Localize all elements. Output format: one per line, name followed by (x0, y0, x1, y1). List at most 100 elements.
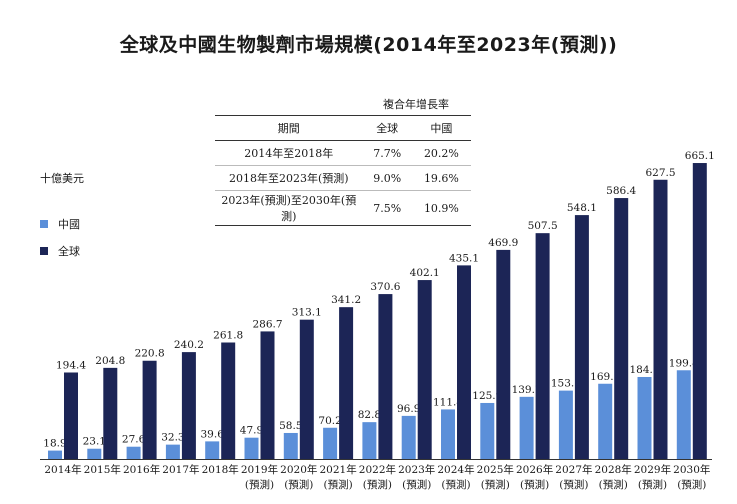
bar-china (205, 441, 220, 459)
value-label-global: 261.8 (213, 329, 243, 341)
cagr-table: 複合年增長率 期間 全球 中國 2014年至2018年 7.7% 20.2% 2… (215, 95, 471, 226)
legend-label-global: 全球 (58, 245, 80, 258)
value-label-china: 96.9 (397, 403, 420, 415)
x-tick-label: 2020年 (280, 463, 317, 476)
bar-global (142, 360, 157, 459)
value-label-china: 39.6 (201, 428, 225, 440)
bar-global (221, 342, 236, 459)
value-label-china: 32.3 (161, 432, 184, 444)
bar-global (299, 319, 314, 459)
value-label-china: 47.9 (240, 425, 263, 437)
x-tick-label: 2021年 (319, 463, 356, 476)
bar-global (417, 280, 432, 459)
bar-global (614, 198, 629, 459)
cagr-header-global: 全球 (362, 115, 412, 141)
legend-swatch-china (40, 220, 48, 228)
value-label-china: 27.6 (122, 434, 146, 446)
x-tick-label: 2015年 (84, 463, 121, 476)
bar-global (574, 215, 589, 459)
bar-global (378, 294, 393, 459)
bar-global (64, 372, 78, 459)
value-label-global: 240.2 (174, 339, 204, 351)
value-label-china: 125.9 (472, 390, 502, 402)
value-label-global: 313.1 (292, 307, 322, 319)
legend-swatch-global (40, 247, 48, 255)
value-label-china: 70.2 (318, 415, 341, 427)
x-tick-label: 2017年 (162, 463, 199, 476)
bar-global (339, 307, 354, 459)
x-tick-label: 2027年 (555, 463, 592, 476)
value-label-china: 82.8 (358, 409, 381, 421)
bar-china (165, 444, 180, 459)
x-tick-sublabel: (預測) (481, 478, 510, 491)
x-tick-sublabel: (預測) (599, 478, 628, 491)
value-label-china: 184.3 (629, 364, 659, 376)
cagr-china: 20.2% (411, 140, 471, 166)
bar-global (103, 367, 118, 459)
value-label-global: 665.1 (685, 150, 715, 162)
x-tick-label: 2016年 (123, 463, 160, 476)
cagr-global: 7.7% (362, 140, 412, 166)
value-label-global: 370.6 (370, 281, 400, 293)
bar-global (181, 352, 196, 459)
cagr-global: 7.5% (373, 201, 402, 215)
x-tick-sublabel: (預測) (677, 478, 706, 491)
value-label-global: 341.2 (331, 294, 361, 306)
x-tick-sublabel: (預測) (245, 478, 274, 491)
x-tick-sublabel: (預測) (284, 478, 313, 491)
cagr-header-row: 期間 全球 中國 (215, 115, 471, 141)
x-tick-label: 2018年 (202, 463, 239, 476)
bar-china (637, 376, 652, 459)
x-tick-label: 2025年 (477, 463, 514, 476)
legend-item-china: 中國 (40, 216, 80, 232)
x-tick-sublabel: (預測) (323, 478, 352, 491)
value-label-global: 586.4 (606, 185, 636, 197)
value-label-china: 23.1 (83, 436, 106, 448)
cagr-china: 10.9% (423, 201, 459, 215)
cagr-grid: 期間 全球 中國 2014年至2018年 7.7% 20.2% 2018年至20… (215, 115, 471, 226)
value-label-global: 220.8 (135, 348, 165, 360)
unit-label: 十億美元 (40, 172, 84, 185)
cagr-period: 2018年至2023年(預測) (215, 165, 363, 191)
value-label-global: 204.8 (95, 355, 125, 367)
x-tick-label: 2023年 (398, 463, 435, 476)
x-tick-label: 2019年 (241, 463, 278, 476)
bar-china (519, 396, 534, 459)
bar-china (283, 432, 298, 459)
x-tick-label: 2029年 (634, 463, 671, 476)
value-label-global: 548.1 (567, 202, 597, 214)
x-tick-sublabel: (預測) (441, 478, 470, 491)
x-tick-sublabel: (預測) (520, 478, 549, 491)
cagr-period: 2014年至2018年 (215, 140, 363, 166)
bar-china (126, 446, 141, 459)
cagr-row: 2023年(預測)至2030年(預測) 7.5% 10.9% (215, 191, 471, 226)
bar-china (401, 415, 416, 459)
cagr-period: 2023年(預測)至2030年(預測) (221, 194, 357, 223)
bar-global (692, 163, 707, 459)
bar-china (244, 437, 259, 459)
bar-china (558, 390, 573, 459)
value-label-global: 507.5 (528, 220, 558, 232)
x-tick-label: 2022年 (359, 463, 396, 476)
value-label-china: 18.9 (43, 438, 66, 450)
value-label-global: 402.1 (410, 267, 440, 279)
value-label-china: 199.4 (669, 357, 699, 369)
x-tick-label: 2028年 (595, 463, 632, 476)
bar-china (676, 370, 691, 459)
value-label-global: 194.4 (56, 359, 86, 371)
x-tick-label: 2024年 (437, 463, 474, 476)
value-label-china: 58.5 (279, 420, 302, 432)
bar-china (87, 448, 102, 459)
value-label-china: 153.7 (551, 378, 581, 390)
cagr-row: 2018年至2023年(預測) 9.0% 19.6% (215, 165, 471, 191)
bar-global (496, 249, 511, 459)
chart-title: 全球及中國生物製劑市場規模(2014年至2023年(預測)) (119, 34, 618, 56)
bar-china (441, 409, 455, 459)
x-tick-sublabel: (預測) (559, 478, 588, 491)
x-tick-label: 2014年 (44, 463, 81, 476)
bar-global (535, 233, 550, 459)
value-label-china: 111.4 (433, 396, 463, 408)
cagr-header-period: 期間 (215, 115, 363, 141)
value-label-global: 627.5 (645, 167, 675, 179)
